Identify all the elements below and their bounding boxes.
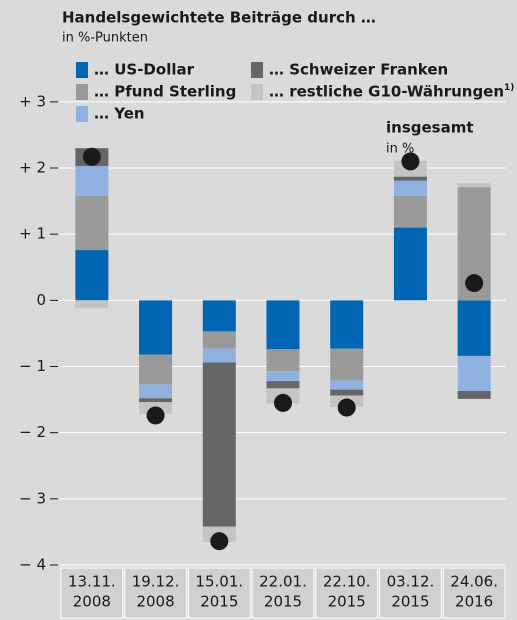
legend-label: … US-Dollar — [94, 61, 195, 79]
bar-segment — [457, 183, 491, 188]
bar-segment — [75, 300, 109, 309]
y-tick-label: 0 — [36, 291, 46, 309]
legend-swatch — [76, 84, 88, 100]
chart-title: Handelsgewichtete Beiträge durch … — [62, 9, 376, 27]
bar-segment — [266, 381, 300, 389]
bar-segment — [457, 390, 491, 399]
y-tick-label: + 2 — [19, 159, 46, 177]
x-tick-label: 2015 — [264, 593, 302, 611]
x-tick-label: 19.12. — [132, 573, 180, 591]
bar-segment — [393, 176, 427, 181]
total-dot — [337, 398, 356, 417]
y-tick-label: − 4 — [19, 556, 46, 574]
category-cell — [315, 567, 379, 619]
legend-label: … Schweizer Franken — [269, 61, 448, 79]
category-cell — [379, 567, 442, 619]
bar-segment — [330, 300, 364, 349]
bar-segment — [202, 348, 236, 363]
bar-segment — [330, 389, 364, 396]
bar-segment — [75, 166, 109, 196]
bar-segment — [139, 398, 173, 403]
legend-label: … restliche G10-Währungen1) — [269, 83, 514, 101]
y-tick-label: + 1 — [19, 225, 46, 243]
category-cell — [124, 567, 187, 619]
bar-segment — [393, 227, 427, 301]
legend-swatch — [251, 62, 263, 78]
y-tick-label: − 3 — [19, 489, 46, 507]
bar-segment — [266, 371, 300, 382]
legend-swatch — [76, 62, 88, 78]
bar-segment — [139, 300, 173, 355]
category-cell — [251, 567, 315, 619]
category-cell — [60, 567, 124, 619]
bar-segment — [75, 195, 109, 251]
category-cell — [442, 567, 506, 619]
x-tick-label: 2008 — [136, 593, 174, 611]
legend-label: … Yen — [94, 105, 145, 123]
legend-swatch — [76, 106, 88, 122]
total-dot — [146, 406, 165, 425]
bar-segment — [266, 300, 300, 350]
total-dot — [401, 152, 420, 171]
x-tick-label: 2008 — [73, 593, 111, 611]
bar-segment — [330, 380, 364, 390]
totals-label: insgesamt — [386, 119, 474, 137]
x-tick-label: 03.12. — [387, 573, 435, 591]
bar-segment — [202, 300, 236, 332]
totals-unit: in % — [386, 142, 414, 157]
bar-segment — [139, 384, 173, 399]
x-tick-label: 2015 — [328, 593, 366, 611]
legend-note: 1) — [504, 83, 514, 93]
x-tick-label: 13.11. — [68, 573, 116, 591]
x-tick-label: 2016 — [455, 593, 493, 611]
x-tick-label: 2015 — [200, 593, 238, 611]
x-tick-label: 22.01. — [259, 573, 307, 591]
chart-subtitle: in %-Punkten — [62, 31, 148, 46]
bar-segment — [330, 348, 364, 381]
bar-segment — [202, 331, 236, 349]
bar-segment — [457, 355, 491, 391]
total-dot — [210, 532, 229, 551]
x-tick-label: 2015 — [391, 593, 429, 611]
x-tick-label: 15.01. — [195, 573, 243, 591]
category-cell — [187, 567, 251, 619]
x-tick-label: 24.06. — [450, 573, 498, 591]
bar-segment — [393, 195, 427, 228]
bar-segment — [393, 180, 427, 196]
bar-segment — [457, 300, 491, 356]
y-tick-label: − 2 — [19, 423, 46, 441]
bar-segment — [75, 250, 109, 301]
legend-label: … Pfund Sterling — [94, 83, 236, 101]
legend-swatch — [251, 84, 263, 100]
total-dot — [465, 274, 484, 293]
y-tick-label: + 3 — [19, 92, 46, 110]
y-tick-label: − 1 — [19, 357, 46, 375]
x-tick-label: 22.10. — [323, 573, 371, 591]
total-dot — [274, 393, 292, 412]
bar-segment — [202, 362, 236, 527]
bar-segment — [266, 349, 300, 372]
bar-segment — [139, 354, 173, 385]
total-dot — [82, 147, 101, 166]
